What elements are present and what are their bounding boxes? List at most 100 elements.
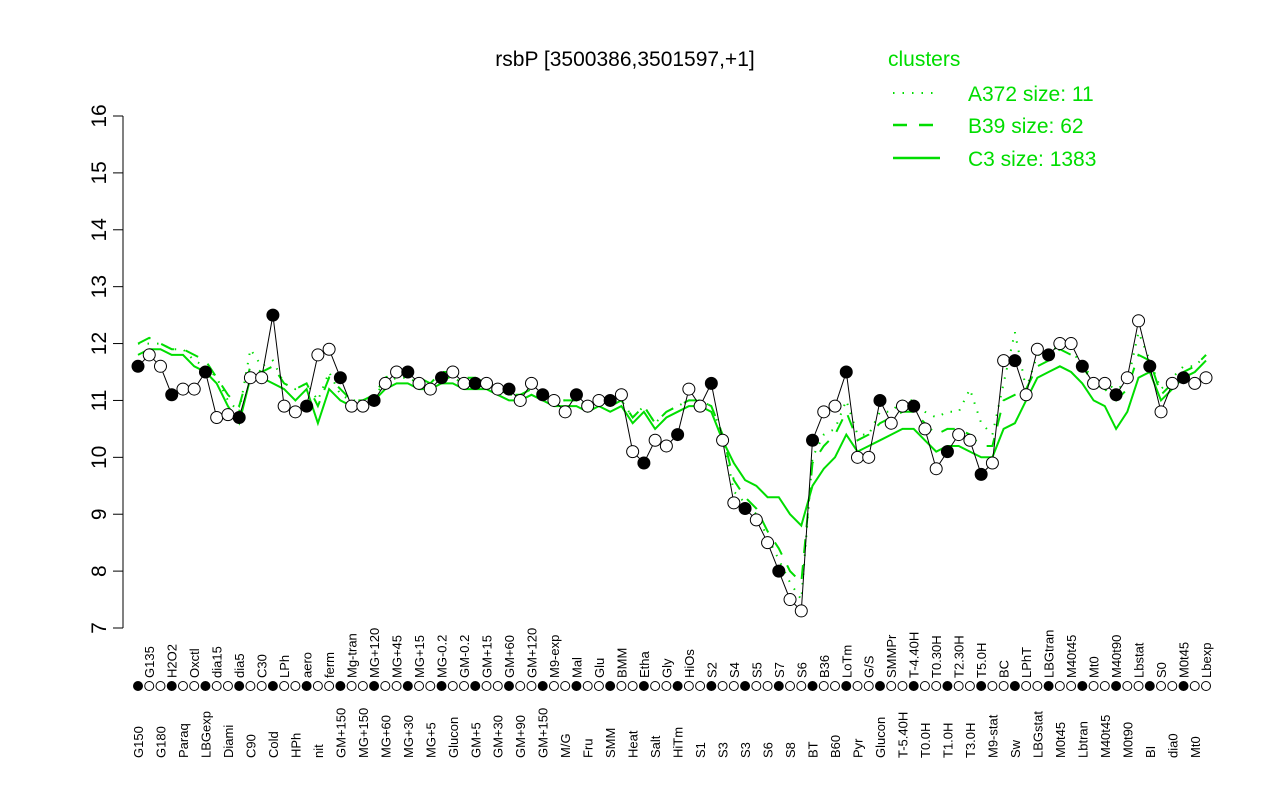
x-marker: [436, 681, 447, 691]
data-point: [356, 399, 370, 413]
x-tick-label: GM+90: [513, 715, 528, 758]
x-marker: [740, 681, 751, 691]
x-marker: [807, 681, 818, 691]
x-marker: [998, 681, 1009, 691]
x-marker: [1178, 681, 1189, 691]
data-point: [131, 359, 145, 373]
x-tick-label: dia15: [210, 646, 225, 678]
data-point: [682, 382, 696, 396]
data-point: [637, 456, 651, 470]
x-tick-label: S6: [794, 662, 809, 678]
data-point: [963, 433, 977, 447]
x-tick-label: H2O2: [165, 644, 180, 678]
legend-label-b39: B39 size: 62: [968, 115, 1084, 138]
x-tick-label: T1.0H: [940, 723, 955, 758]
data-point: [390, 365, 404, 379]
x-marker: [1167, 681, 1178, 691]
data-point: [513, 393, 527, 407]
x-tick-label: dia5: [232, 653, 247, 678]
data-point: [221, 408, 235, 422]
x-tick-label: Mt0: [1087, 656, 1102, 678]
data-point: [300, 399, 314, 413]
x-tick-label: G135: [142, 646, 157, 678]
data-point: [716, 433, 730, 447]
x-marker: [267, 681, 278, 691]
x-marker: [346, 681, 357, 691]
x-tick-label: Glucon: [446, 717, 461, 758]
x-tick-label: BMM: [614, 648, 629, 678]
x-marker: [290, 681, 301, 691]
x-marker: [245, 681, 256, 691]
y-tick-label: 12: [88, 332, 111, 355]
x-marker: [638, 681, 649, 691]
x-tick-label: M0t90: [1120, 722, 1135, 758]
x-marker: [177, 681, 188, 691]
data-point: [435, 371, 449, 385]
x-tick-label: G180: [153, 726, 168, 758]
data-point: [491, 382, 505, 396]
x-tick-label: MG+5: [423, 722, 438, 758]
x-tick-label: M0t45: [1053, 722, 1068, 758]
x-tick-label: LBGstat: [1030, 711, 1045, 758]
x-marker: [1066, 681, 1077, 691]
x-tick-label: T0.0H: [918, 723, 933, 758]
x-tick-label: GM+5: [468, 722, 483, 758]
x-marker: [402, 681, 413, 691]
y-tick-label: 11: [88, 390, 111, 412]
data-point: [772, 564, 786, 578]
data-point: [277, 399, 291, 413]
x-tick-label: Glucon: [873, 717, 888, 758]
x-marker: [324, 681, 335, 691]
data-point: [176, 382, 190, 396]
x-marker: [447, 681, 458, 691]
x-tick-label: S1: [693, 742, 708, 758]
x-marker: [1077, 681, 1088, 691]
x-marker: [414, 681, 425, 691]
data-point: [895, 399, 909, 413]
x-marker: [470, 681, 481, 691]
x-marker: [133, 681, 143, 691]
x-tick-label: M40t45: [1064, 635, 1079, 678]
data-point: [749, 513, 763, 527]
x-tick-label: Oxctl: [187, 648, 202, 678]
x-marker: [987, 681, 998, 691]
data-point: [1053, 337, 1067, 351]
x-marker: [582, 681, 593, 691]
data-point: [907, 399, 921, 413]
x-marker: [357, 681, 368, 691]
data-point: [480, 376, 494, 390]
y-tick-label: 9: [88, 508, 111, 520]
data-point: [952, 428, 966, 442]
data-point: [524, 376, 538, 390]
data-point: [345, 399, 359, 413]
x-tick-label: MG-0.2: [435, 635, 450, 678]
x-tick-label: Lbexp: [1199, 643, 1214, 678]
points-connector: [137, 315, 1207, 613]
data-point: [693, 399, 707, 413]
x-marker: [222, 681, 233, 691]
x-tick-label: S0: [1154, 662, 1169, 678]
x-marker: [818, 681, 829, 691]
data-point: [322, 342, 336, 356]
x-marker: [1133, 681, 1144, 691]
data-point: [850, 450, 864, 464]
x-marker: [976, 681, 987, 691]
x-tick-label: MG+15: [412, 635, 427, 678]
data-point: [446, 365, 460, 379]
x-tick-label: LBGtran: [1042, 630, 1057, 678]
x-marker: [481, 681, 492, 691]
data-point: [1120, 371, 1134, 385]
x-tick-label: BI: [1143, 746, 1158, 758]
data-point: [985, 456, 999, 470]
y-tick-label: 10: [88, 446, 111, 469]
x-tick-label: GM+60: [502, 635, 517, 678]
data-point: [1008, 354, 1022, 368]
legend-label-c3: C3 size: 1383: [968, 148, 1096, 171]
data-point: [1143, 359, 1157, 373]
data-point: [165, 388, 179, 402]
y-tick-label: 7: [88, 622, 111, 634]
x-tick-label: M40t90: [1109, 635, 1124, 678]
data-point: [1132, 314, 1146, 328]
x-marker: [672, 681, 683, 691]
